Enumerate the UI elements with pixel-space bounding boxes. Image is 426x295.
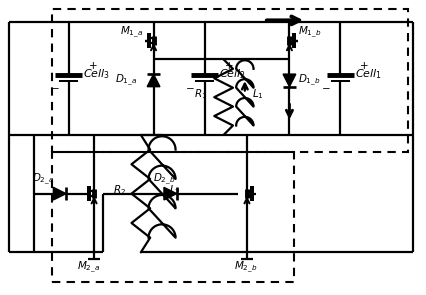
Text: $D_{2\_a}$: $D_{2\_a}$ <box>32 171 55 187</box>
Bar <box>52 152 294 282</box>
Text: $M_{2\_a}$: $M_{2\_a}$ <box>77 260 100 275</box>
Text: $D_{1\_a}$: $D_{1\_a}$ <box>115 73 138 88</box>
Text: $+$: $+$ <box>224 60 233 71</box>
Text: $-$: $-$ <box>321 82 331 92</box>
Text: $L_1$: $L_1$ <box>252 87 263 101</box>
Text: $R_1$: $R_1$ <box>194 87 207 101</box>
Text: $-$: $-$ <box>49 82 59 92</box>
Bar <box>52 9 409 152</box>
Text: $+$: $+$ <box>360 60 369 71</box>
Text: $Cell_1$: $Cell_1$ <box>355 67 382 81</box>
Text: $D_{1\_b}$: $D_{1\_b}$ <box>298 73 320 88</box>
Polygon shape <box>283 74 296 87</box>
Text: $D_{2\_b}$: $D_{2\_b}$ <box>153 171 176 187</box>
Text: $+$: $+$ <box>88 60 97 71</box>
Polygon shape <box>164 187 177 200</box>
Text: $M_{2\_b}$: $M_{2\_b}$ <box>234 260 258 275</box>
Polygon shape <box>147 74 160 87</box>
Text: $Cell_2$: $Cell_2$ <box>219 67 246 81</box>
Text: $Cell_3$: $Cell_3$ <box>83 67 110 81</box>
Text: $R_2$: $R_2$ <box>113 184 126 197</box>
Text: $M_{1\_a}$: $M_{1\_a}$ <box>120 24 143 40</box>
Text: $M_{1\_b}$: $M_{1\_b}$ <box>298 24 321 40</box>
Text: $-$: $-$ <box>185 82 195 92</box>
Polygon shape <box>53 187 66 200</box>
Text: $L_2$: $L_2$ <box>169 184 181 197</box>
